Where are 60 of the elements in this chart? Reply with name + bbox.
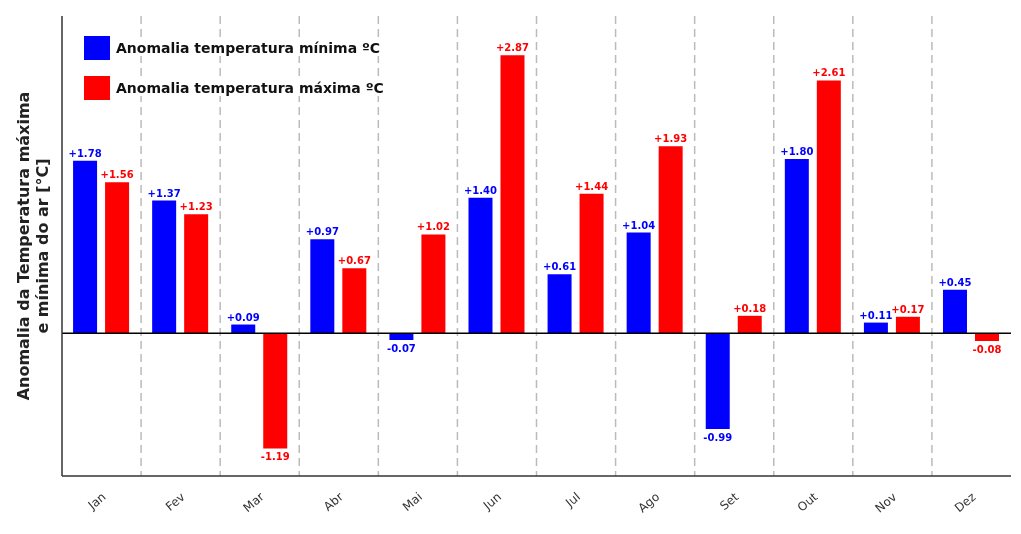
x-tick-label: Abr (320, 489, 346, 514)
data-label: +0.11 (859, 309, 893, 321)
data-label: +2.87 (495, 42, 530, 54)
x-tick-label: Ago (635, 489, 663, 516)
data-label: +1.23 (179, 201, 213, 213)
x-tick-label: Jul (562, 489, 584, 511)
data-label: +0.18 (733, 302, 767, 314)
bar (310, 239, 335, 334)
data-label: +1.02 (416, 221, 450, 233)
data-label: -0.07 (386, 343, 416, 355)
bar (342, 268, 367, 334)
data-label: +0.45 (938, 276, 972, 288)
data-label: +2.61 (812, 67, 846, 79)
bar (105, 182, 130, 334)
data-label: +1.78 (68, 147, 102, 159)
x-tick-label: Out (794, 489, 821, 515)
legend-label: Anomalia temperatura máxima ºC (116, 80, 384, 96)
data-label: +1.56 (100, 169, 134, 181)
bar (73, 160, 98, 334)
bar (184, 214, 209, 334)
legend-label: Anomalia temperatura mínima ºC (116, 40, 381, 56)
data-label: -0.99 (703, 432, 733, 444)
bar (626, 232, 651, 334)
x-tick-label: Fev (162, 489, 188, 514)
bar (737, 315, 762, 334)
bar (579, 193, 604, 334)
data-label: +0.67 (337, 255, 371, 267)
bar (658, 146, 683, 334)
x-tick-label: Dez (951, 489, 979, 516)
bar (500, 55, 525, 334)
data-label: +1.44 (575, 180, 609, 192)
data-label: +0.09 (226, 311, 260, 323)
data-label: +1.40 (463, 184, 498, 196)
x-tick-label: Mar (240, 489, 267, 515)
bar (942, 289, 967, 334)
data-label: +1.04 (622, 219, 656, 231)
data-label: +1.37 (147, 187, 181, 199)
x-tick-label: Jan (84, 489, 109, 513)
x-tick-label: Nov (872, 489, 900, 516)
bar (263, 333, 288, 449)
bar (547, 274, 572, 334)
x-tick-label: Set (717, 489, 742, 514)
data-label: +0.17 (891, 303, 925, 315)
data-label: +1.93 (654, 133, 688, 145)
data-label: -0.08 (972, 343, 1002, 355)
bar (816, 80, 841, 334)
bar (784, 158, 809, 334)
x-tick-label: Jun (479, 489, 505, 514)
bar (468, 197, 493, 334)
bar (421, 234, 446, 334)
bar (152, 200, 177, 334)
data-label: +0.97 (305, 226, 339, 238)
bar (974, 333, 999, 341)
x-tick-label: Mai (399, 489, 425, 514)
data-label: +0.61 (543, 261, 577, 273)
bar (705, 333, 730, 430)
bar (895, 316, 920, 334)
y-axis-title: Anomalia da Temperatura máxima e mínima do ar [°C] (14, 91, 52, 401)
data-label: -1.19 (260, 451, 290, 463)
data-label: +1.80 (780, 145, 814, 157)
